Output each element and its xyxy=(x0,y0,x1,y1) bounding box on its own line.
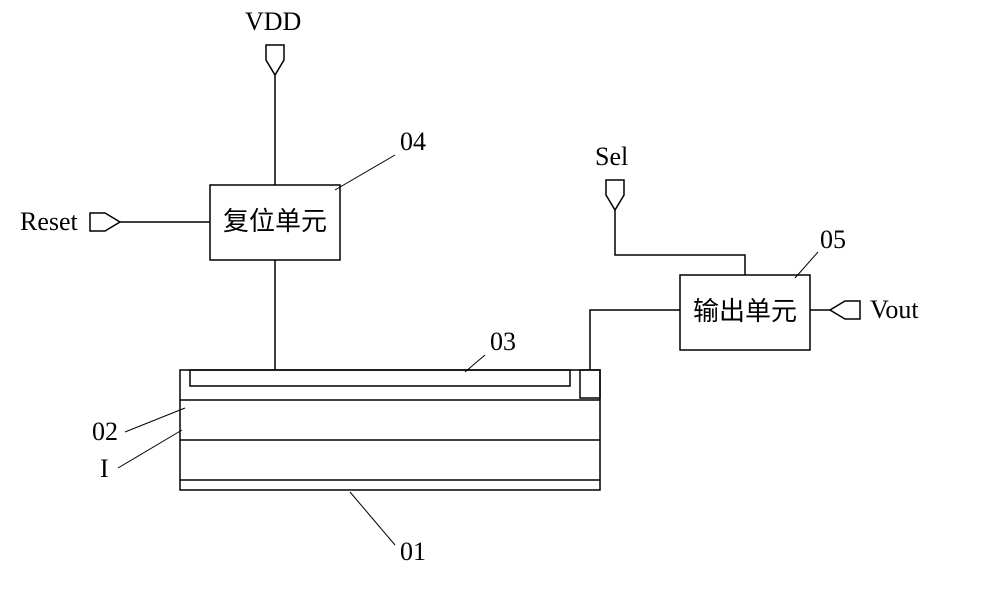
box-reset_unit-label: 复位单元 xyxy=(223,207,327,236)
leader-I-label: I xyxy=(100,454,109,483)
pin-reset-label: Reset xyxy=(20,207,79,236)
leader-04-line xyxy=(335,155,395,190)
leader-02: 02 xyxy=(92,408,185,446)
leader-03: 03 xyxy=(465,327,516,372)
leader-05-line xyxy=(795,252,818,278)
leader-01: 01 xyxy=(350,492,426,566)
device-outline xyxy=(180,370,600,490)
device-stack xyxy=(180,370,600,490)
leader-I-line xyxy=(118,430,182,468)
wire-sel-to-output xyxy=(615,210,745,275)
pin-vdd-label: VDD xyxy=(245,7,301,36)
pin-vout: Vout xyxy=(830,295,919,324)
leader-01-line xyxy=(350,492,395,545)
box-output_unit-label: 输出单元 xyxy=(693,297,797,326)
pin-vout-symbol xyxy=(830,301,860,319)
leader-02-line xyxy=(125,408,185,432)
box-output_unit: 输出单元 xyxy=(680,275,810,350)
pin-vdd: VDD xyxy=(245,7,301,75)
leader-02-label: 02 xyxy=(92,417,118,446)
pin-sel-symbol xyxy=(606,180,624,210)
leader-01-label: 01 xyxy=(400,537,426,566)
box-reset_unit: 复位单元 xyxy=(210,185,340,260)
pin-reset-symbol xyxy=(90,213,120,231)
pin-reset: Reset xyxy=(20,207,120,236)
device-side-contact xyxy=(580,370,600,398)
leader-05-label: 05 xyxy=(820,225,846,254)
pin-sel: Sel xyxy=(595,142,628,210)
leader-05: 05 xyxy=(795,225,846,278)
leader-03-label: 03 xyxy=(490,327,516,356)
pin-vout-label: Vout xyxy=(870,295,919,324)
pin-vdd-symbol xyxy=(266,45,284,75)
pin-sel-label: Sel xyxy=(595,142,628,171)
device-top-plate xyxy=(190,370,570,386)
leader-04-label: 04 xyxy=(400,127,426,156)
leader-04: 04 xyxy=(335,127,426,190)
wire-contact-to-output xyxy=(590,310,680,370)
